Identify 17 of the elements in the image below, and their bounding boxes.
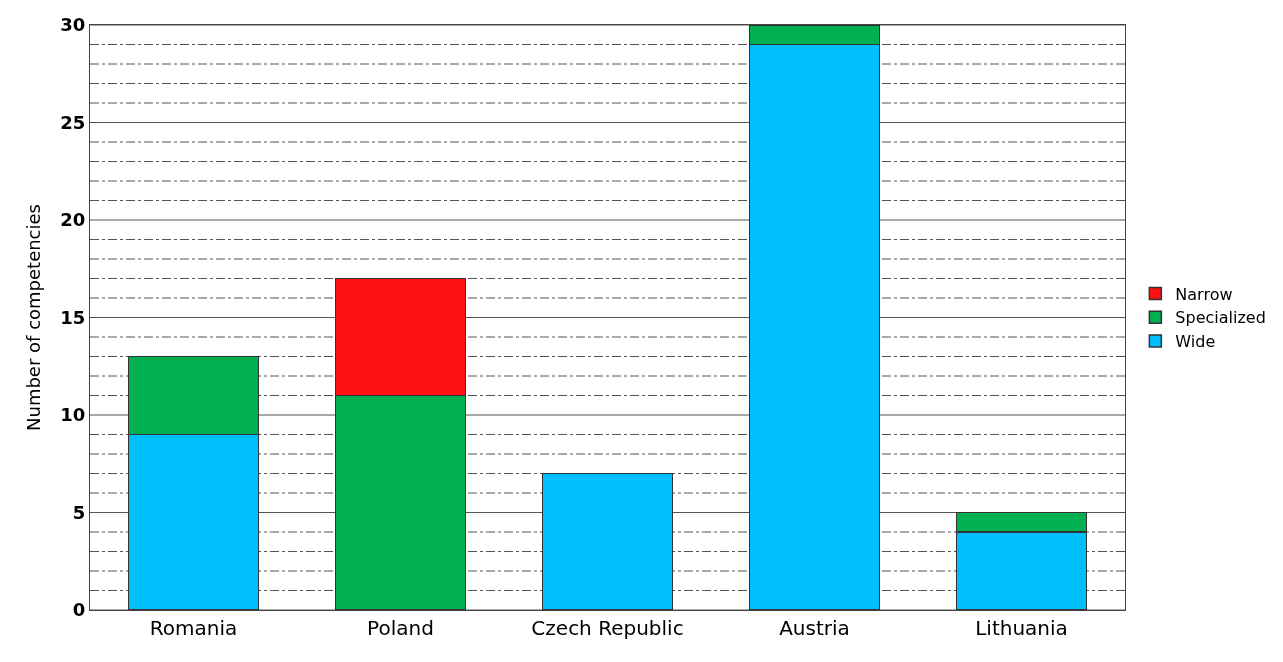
x-tick-label: Austria [779,616,850,640]
x-tick-label: Czech Republic [531,616,684,640]
legend-label: Narrow [1175,284,1233,304]
y-tick-label: 0 [72,599,86,621]
y-tick-label: 15 [60,306,86,328]
x-tick-label: Romania [149,616,238,640]
legend-label: Specialized [1175,308,1266,328]
y-tick-label: 25 [60,111,86,133]
y-tick-label: 10 [60,404,86,426]
y-axis-title: Number of competencies [22,204,44,431]
y-tick-label: 5 [72,501,86,523]
legend-label: Wide [1175,332,1216,352]
y-tick-label: 20 [60,209,86,231]
bar [541,472,674,610]
x-tick-label: Lithuania [975,616,1068,640]
y-tick-label: 30 [60,14,86,36]
x-tick-label: Poland [367,616,434,640]
